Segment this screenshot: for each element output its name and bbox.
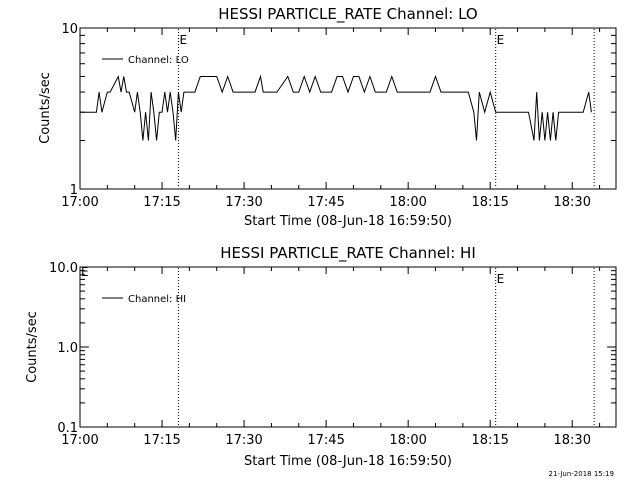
chart-title: HESSI PARTICLE_RATE Channel: HI — [220, 244, 476, 263]
x-tick-label: 17:00 — [61, 433, 98, 448]
x-tick-label: 17:15 — [143, 433, 180, 448]
x-tick-label: 17:30 — [225, 195, 262, 210]
hi-channel-panel: HESSI PARTICLE_RATE Channel: HI Counts/s… — [25, 244, 617, 469]
y-tick-label: 1 — [70, 183, 78, 198]
event-marker-label: E — [497, 33, 505, 47]
y-tick-label: 10 — [61, 22, 78, 37]
event-marker-label: E — [81, 265, 89, 279]
x-tick-label: 18:00 — [389, 433, 426, 448]
series-line — [80, 74, 592, 141]
x-axis-label: Start Time (08-Jun-18 16:59:50) — [244, 214, 452, 229]
event-marker-label: E — [179, 33, 187, 47]
x-tick-label: 17:30 — [225, 433, 262, 448]
x-tick-label: 18:30 — [554, 433, 591, 448]
y-tick-label: 1.0 — [57, 341, 78, 356]
plot-frame — [79, 266, 617, 428]
x-tick-label: 18:15 — [471, 433, 508, 448]
y-tick-label: 0.1 — [57, 421, 78, 436]
x-tick-label: 17:45 — [307, 433, 344, 448]
plot-frame — [79, 27, 617, 190]
x-tick-label: 17:15 — [143, 195, 180, 210]
legend-label: Channel: LO — [128, 55, 189, 66]
legend-label: Channel: HI — [128, 294, 186, 305]
y-tick-label: 10.0 — [49, 261, 78, 276]
x-tick-label: 18:00 — [389, 195, 426, 210]
chart-title: HESSI PARTICLE_RATE Channel: LO — [218, 5, 477, 24]
x-tick-label: 18:30 — [554, 195, 591, 210]
y-axis-label: Counts/sec — [25, 311, 40, 383]
y-axis-label: Counts/sec — [38, 72, 53, 144]
x-tick-label: 17:45 — [307, 195, 344, 210]
x-tick-label: 17:00 — [61, 195, 98, 210]
lo-channel-panel: HESSI PARTICLE_RATE Channel: LO Counts/s… — [38, 5, 617, 229]
event-marker-label: E — [497, 272, 505, 286]
footer-timestamp: 21-Jun-2018 15:19 — [549, 470, 615, 478]
x-tick-label: 18:15 — [471, 195, 508, 210]
x-axis-label: Start Time (08-Jun-18 16:59:50) — [244, 454, 452, 469]
